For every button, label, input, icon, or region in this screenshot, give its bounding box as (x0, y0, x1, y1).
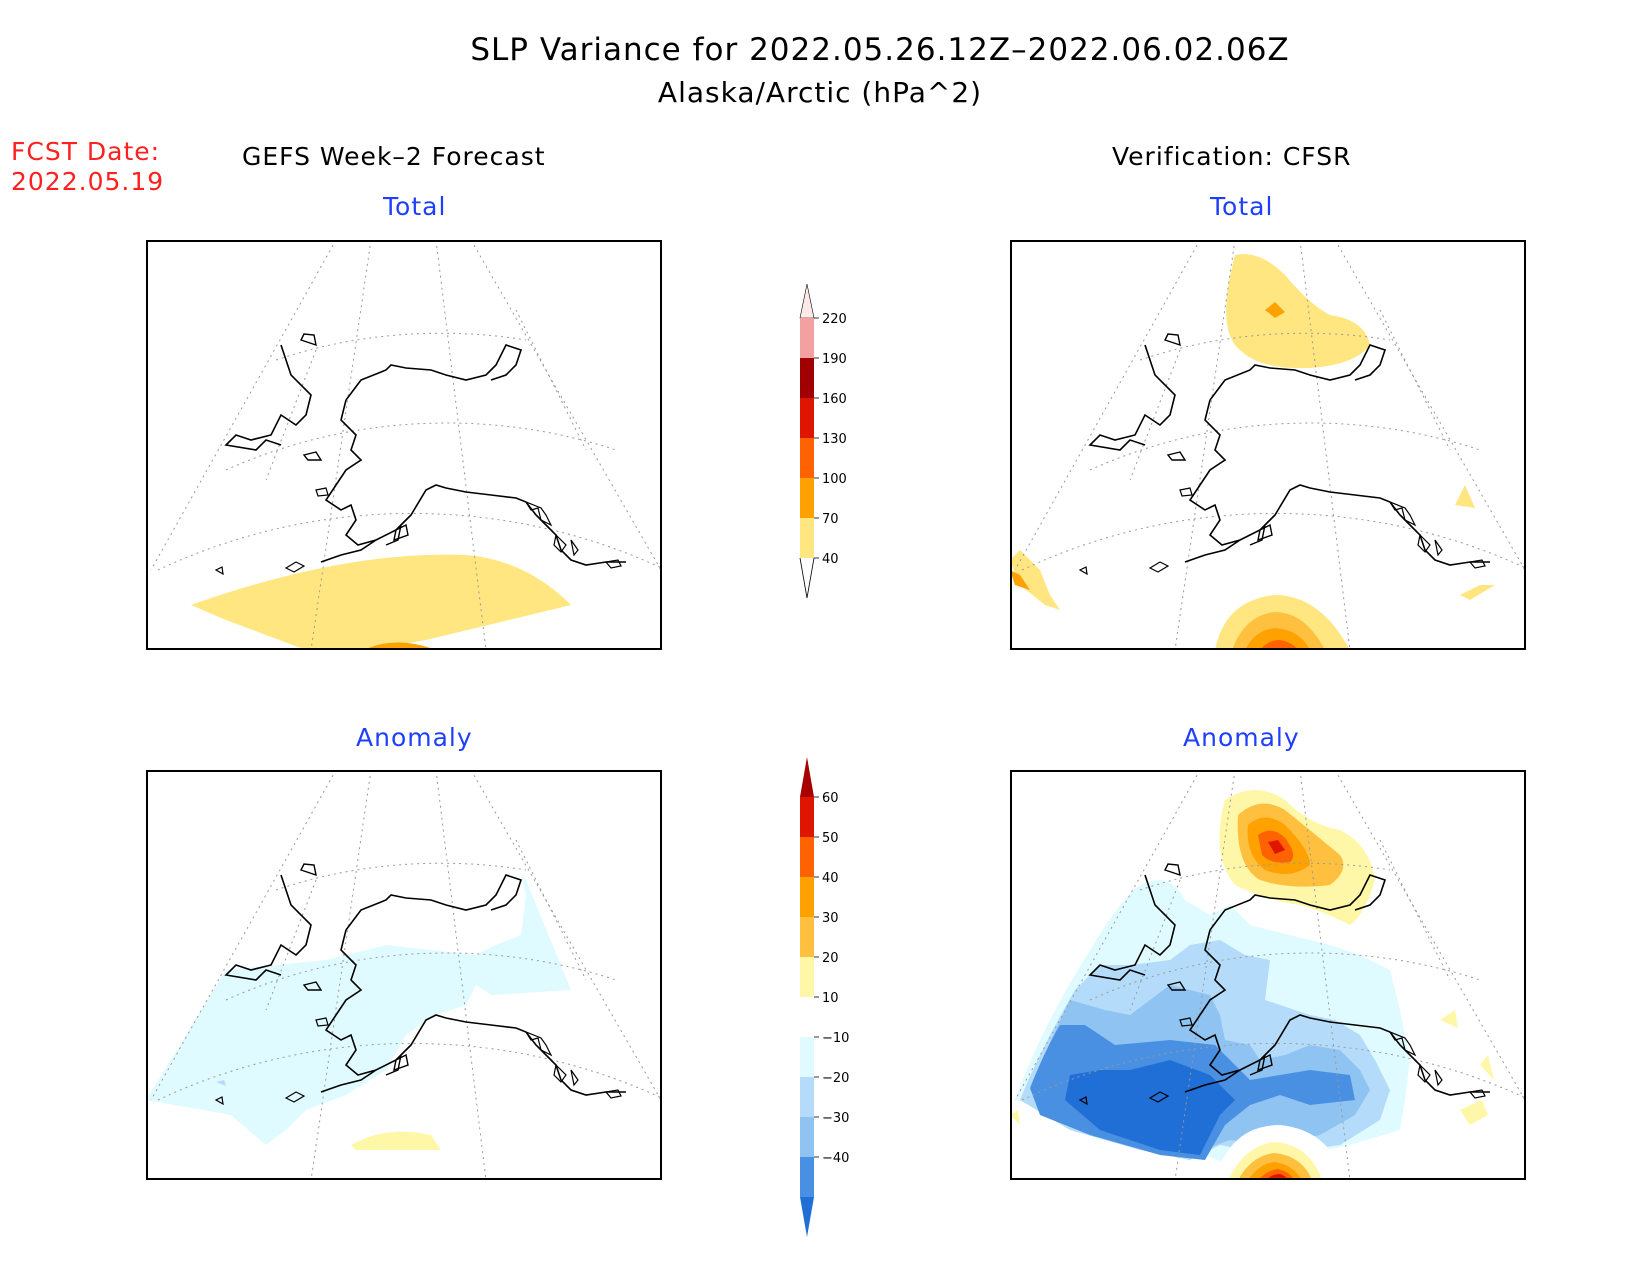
anomaly-colorbar-segment (800, 1157, 814, 1197)
forecast-anomaly-map (146, 770, 662, 1180)
anomaly-colorbar-segment (800, 877, 814, 917)
anomaly-colorbar-tick-label: 20 (822, 951, 839, 966)
total-colorbar-bottom-triangle (799, 557, 815, 599)
verification-total-map (1010, 240, 1526, 650)
anomaly-colorbar-tick-label: 10 (822, 991, 839, 1006)
forecast-total-map (146, 240, 662, 650)
total-colorbar-segment (800, 318, 814, 358)
total-colorbar-tick-label: 100 (822, 472, 847, 487)
anomaly-colorbar-tick-label: −20 (822, 1071, 849, 1086)
verification-total-title: Total (1210, 192, 1274, 221)
anomaly-colorbar-segment (800, 1077, 814, 1117)
total-colorbar: 40 70 100 130 160 190 220 (799, 283, 847, 599)
chart-title: SLP Variance for 2022.05.26.12Z–2022.06.… (470, 32, 1290, 68)
forecast-anomaly-title: Anomaly (356, 723, 473, 752)
anomaly-colorbar-tick-label: 30 (822, 911, 839, 926)
total-colorbar-segment (800, 518, 814, 558)
fcst-date-label: FCST Date: (11, 137, 161, 166)
total-colorbar-segment (800, 478, 814, 518)
anomaly-colorbar-segment (800, 797, 814, 837)
anomaly-colorbar: 60 50 40 30 20 10 −10 −20 −30 −40 (800, 757, 849, 1237)
anomaly-colorbar-tick-label: −30 (822, 1111, 849, 1126)
verification-anomaly-title: Anomaly (1183, 723, 1300, 752)
anomaly-colorbar-tick-label: 60 (822, 791, 839, 806)
anomaly-colorbar-segment (800, 1037, 814, 1077)
total-colorbar-segment (800, 438, 814, 478)
total-colorbar-tick-label: 40 (822, 552, 839, 567)
anomaly-colorbar-bottom-triangle (800, 1197, 814, 1237)
total-colorbar-tick-label: 220 (822, 312, 847, 327)
total-colorbar-segment (800, 358, 814, 398)
verification-column-title: Verification: CFSR (1112, 142, 1352, 171)
anomaly-colorbar-tick-label: −10 (822, 1031, 849, 1046)
verification-anomaly-map (1010, 770, 1526, 1180)
anomaly-colorbar-segment (800, 957, 814, 997)
total-colorbar-tick-label: 130 (822, 432, 847, 447)
forecast-column-title: GEFS Week–2 Forecast (242, 142, 546, 171)
anomaly-colorbar-tick-label: −40 (822, 1151, 849, 1166)
total-colorbar-tick-label: 160 (822, 392, 847, 407)
anomaly-colorbar-tick-label: 50 (822, 831, 839, 846)
anomaly-colorbar-segment (800, 837, 814, 877)
total-colorbar-segment (800, 398, 814, 438)
chart-subtitle: Alaska/Arctic (hPa^2) (657, 76, 983, 109)
anomaly-colorbar-segment (800, 917, 814, 957)
fcst-date-value: 2022.05.19 (11, 167, 165, 196)
anomaly-colorbar-segment (800, 1117, 814, 1157)
total-colorbar-tick-label: 70 (822, 512, 839, 527)
anomaly-colorbar-top-triangle (800, 757, 814, 797)
total-colorbar-top-triangle (799, 283, 815, 319)
fcst-date: FCST Date: 2022.05.19 (11, 137, 164, 197)
forecast-total-title: Total (383, 192, 447, 221)
total-colorbar-tick-label: 190 (822, 352, 847, 367)
anomaly-colorbar-tick-label: 40 (822, 871, 839, 886)
anomaly-colorbar-segment (800, 997, 814, 1037)
